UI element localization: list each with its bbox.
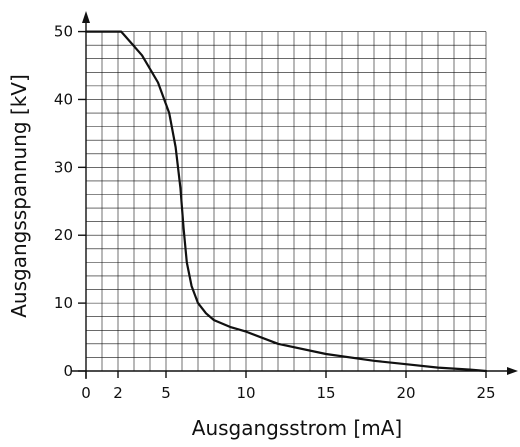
series-line [86,32,486,371]
x-tick-label: 10 [236,384,255,402]
y-axis-label: Ausgangsspannung [kV] [7,74,31,318]
y-tick-label: 40 [54,90,73,108]
x-tick-label: 0 [81,384,91,402]
x-axis-arrow-icon [507,367,518,375]
axes [72,11,518,379]
x-tick-label: 2 [113,384,123,402]
y-axis-arrow-icon [82,11,90,23]
y-tick-label: 10 [54,294,73,312]
series [86,32,486,371]
x-tick-label: 25 [476,384,495,402]
x-tick-label: 15 [316,384,335,402]
x-tick-label: 20 [396,384,415,402]
y-tick-label: 0 [63,362,73,380]
grid [86,32,486,371]
y-tick-label: 20 [54,226,73,244]
y-tick-label: 30 [54,158,73,176]
x-axis-label: Ausgangsstrom [mA] [192,416,402,440]
y-tick-label: 50 [54,23,73,41]
x-tick-label: 5 [161,384,171,402]
